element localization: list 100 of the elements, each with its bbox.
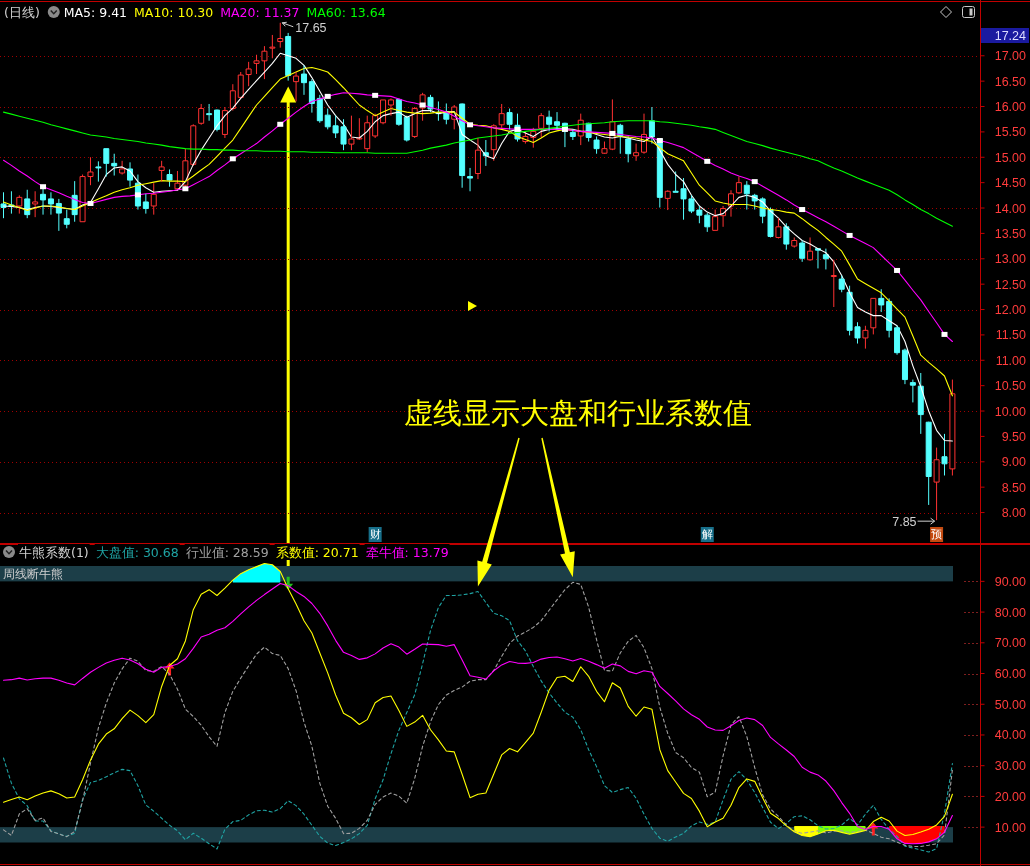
candlestick [142, 193, 149, 215]
candlestick [32, 190, 39, 218]
text: MA60: 13.64 [306, 4, 386, 20]
candlestick [894, 325, 901, 356]
y-tick-label: 30.00 [994, 759, 1027, 774]
text: MA5: 9.41 [63, 4, 128, 20]
candlestick [554, 111, 561, 130]
y-tick-label: 9.00 [1001, 455, 1027, 470]
y-tick-label: 10.00 [994, 404, 1027, 419]
candlestick [474, 137, 481, 180]
y-tick-label: 12.00 [994, 303, 1027, 318]
candlestick [838, 275, 845, 293]
text: 行业值: 28.59 [185, 544, 269, 560]
candlestick [917, 372, 924, 435]
candlestick [16, 194, 23, 215]
y-tick-label: 17.00 [994, 49, 1027, 64]
point [609, 130, 616, 136]
candlestick [886, 297, 893, 338]
candlestick [403, 115, 410, 143]
point [40, 184, 47, 190]
point [894, 267, 901, 273]
candlestick [103, 148, 110, 178]
candlestick [775, 217, 782, 239]
candlestick [221, 106, 228, 139]
point [846, 232, 853, 238]
annotation: 17.65 [295, 21, 327, 36]
candlestick [941, 433, 948, 476]
candlestick [743, 180, 750, 211]
candlestick [498, 103, 505, 129]
candlestick [277, 22, 284, 49]
y-tick-label: 8.00 [1001, 506, 1027, 521]
y-tick-label: 50.00 [994, 697, 1027, 712]
candlestick [633, 143, 640, 162]
candlestick [150, 182, 157, 216]
candlestick [119, 160, 126, 176]
y-tick-label: 60.00 [994, 667, 1027, 682]
point [751, 179, 758, 185]
candlestick [364, 115, 371, 153]
candlestick [862, 325, 869, 350]
text: 大盘值: 30.68 [95, 544, 179, 560]
point [324, 93, 331, 99]
y-tick-label: 13.50 [994, 226, 1027, 241]
candlestick [648, 106, 655, 145]
candlestick [569, 128, 576, 141]
point [799, 207, 806, 213]
y-tick-label: 40.00 [994, 728, 1027, 743]
y-tick-label: 80.00 [994, 605, 1027, 620]
y-tick-label: 90.00 [994, 574, 1027, 589]
line-series [2, 111, 953, 227]
text: 牵牛值: 13.79 [365, 544, 449, 560]
y-tick-label: 13.00 [994, 252, 1027, 267]
chart-title: 牛熊系数(1) [19, 544, 89, 560]
point [372, 92, 379, 98]
point [941, 331, 948, 337]
candlestick [293, 71, 300, 102]
y-tick-label: 11.00 [995, 353, 1027, 368]
candlestick [198, 103, 205, 126]
candlestick [538, 112, 545, 138]
band-label: 周线断牛熊 [3, 567, 63, 582]
text: 17.24 [994, 29, 1027, 43]
candlestick [807, 236, 814, 262]
candlestick [878, 288, 885, 313]
annotation: 虚线显示大盘和行业系数值 [404, 396, 752, 430]
y-tick-label: 12.50 [994, 277, 1027, 292]
y-tick-label: 20.00 [994, 789, 1027, 804]
series-label: 系数值: 20.71 [275, 544, 359, 560]
candlestick [625, 135, 632, 163]
candlestick [387, 97, 394, 117]
line-series [2, 92, 953, 343]
point [277, 121, 284, 127]
candlestick [901, 348, 908, 385]
candlestick [269, 34, 276, 59]
candlestick [459, 102, 466, 189]
y-tick-label: 70.00 [994, 636, 1027, 651]
point [229, 156, 236, 162]
candlestick [791, 236, 798, 249]
candlestick [799, 240, 806, 263]
candlestick [664, 189, 671, 211]
candlestick [822, 248, 829, 270]
chart-title: (日线) [4, 4, 40, 20]
text: MA10: 10.30 [134, 4, 214, 20]
candlestick [158, 160, 165, 183]
point [419, 102, 426, 108]
point [704, 158, 711, 164]
point [656, 138, 663, 144]
candlestick [506, 108, 513, 130]
y-tick-label: 14.00 [994, 201, 1027, 216]
candlestick [111, 153, 118, 177]
candlestick [546, 110, 553, 132]
y-tick-label: 14.50 [994, 176, 1027, 191]
point [182, 186, 189, 192]
candlestick [909, 379, 916, 403]
candlestick [712, 209, 719, 231]
candlestick [949, 379, 956, 476]
candlestick [229, 83, 236, 112]
candlestick [63, 209, 70, 229]
candlestick [830, 259, 837, 308]
annotation: 7.85 [892, 514, 917, 529]
candlestick [316, 94, 323, 124]
candlestick [870, 297, 877, 335]
